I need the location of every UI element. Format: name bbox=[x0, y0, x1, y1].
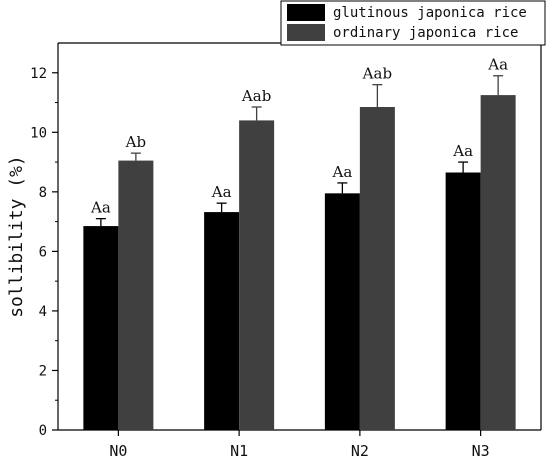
legend: glutinous japonica rice ordinary japonica… bbox=[280, 0, 546, 46]
bar bbox=[480, 95, 516, 430]
bar bbox=[118, 160, 154, 431]
bar bbox=[83, 226, 119, 430]
significance-label: Aa bbox=[90, 199, 111, 217]
legend-swatch bbox=[287, 4, 325, 21]
significance-label: Aab bbox=[241, 87, 271, 105]
bars: Aa Ab Aa Aab Aa Aab Aa Aa bbox=[83, 56, 516, 431]
significance-label: Ab bbox=[125, 133, 146, 151]
bar bbox=[239, 120, 275, 431]
x-tick-label: N3 bbox=[472, 442, 490, 460]
significance-label: Aa bbox=[452, 142, 473, 160]
bar bbox=[204, 212, 240, 430]
significance-label: Aab bbox=[362, 65, 392, 83]
significance-label: Aa bbox=[331, 163, 352, 181]
y-tick-label: 8 bbox=[39, 185, 47, 201]
significance-label: Aa bbox=[211, 183, 232, 201]
y-axis-title: sollibility (%) bbox=[6, 155, 27, 318]
y-tick-label: 0 bbox=[39, 423, 47, 439]
bar bbox=[445, 172, 481, 430]
x-tick-label: N2 bbox=[351, 442, 369, 460]
bar bbox=[324, 193, 360, 430]
y-tick-label: 10 bbox=[30, 125, 47, 141]
bar bbox=[359, 107, 395, 430]
y-tick-label: 12 bbox=[30, 66, 47, 82]
x-tick-label: N1 bbox=[230, 442, 248, 460]
legend-label: ordinary japonica rice bbox=[333, 25, 518, 41]
y-tick-label: 6 bbox=[39, 244, 47, 260]
legend-label: glutinous japonica rice bbox=[333, 5, 527, 21]
y-tick-label: 2 bbox=[39, 363, 47, 379]
y-tick-label: 4 bbox=[39, 304, 47, 320]
significance-label: Aa bbox=[487, 56, 508, 74]
legend-swatch bbox=[287, 24, 325, 41]
x-tick-label: N0 bbox=[109, 442, 127, 460]
